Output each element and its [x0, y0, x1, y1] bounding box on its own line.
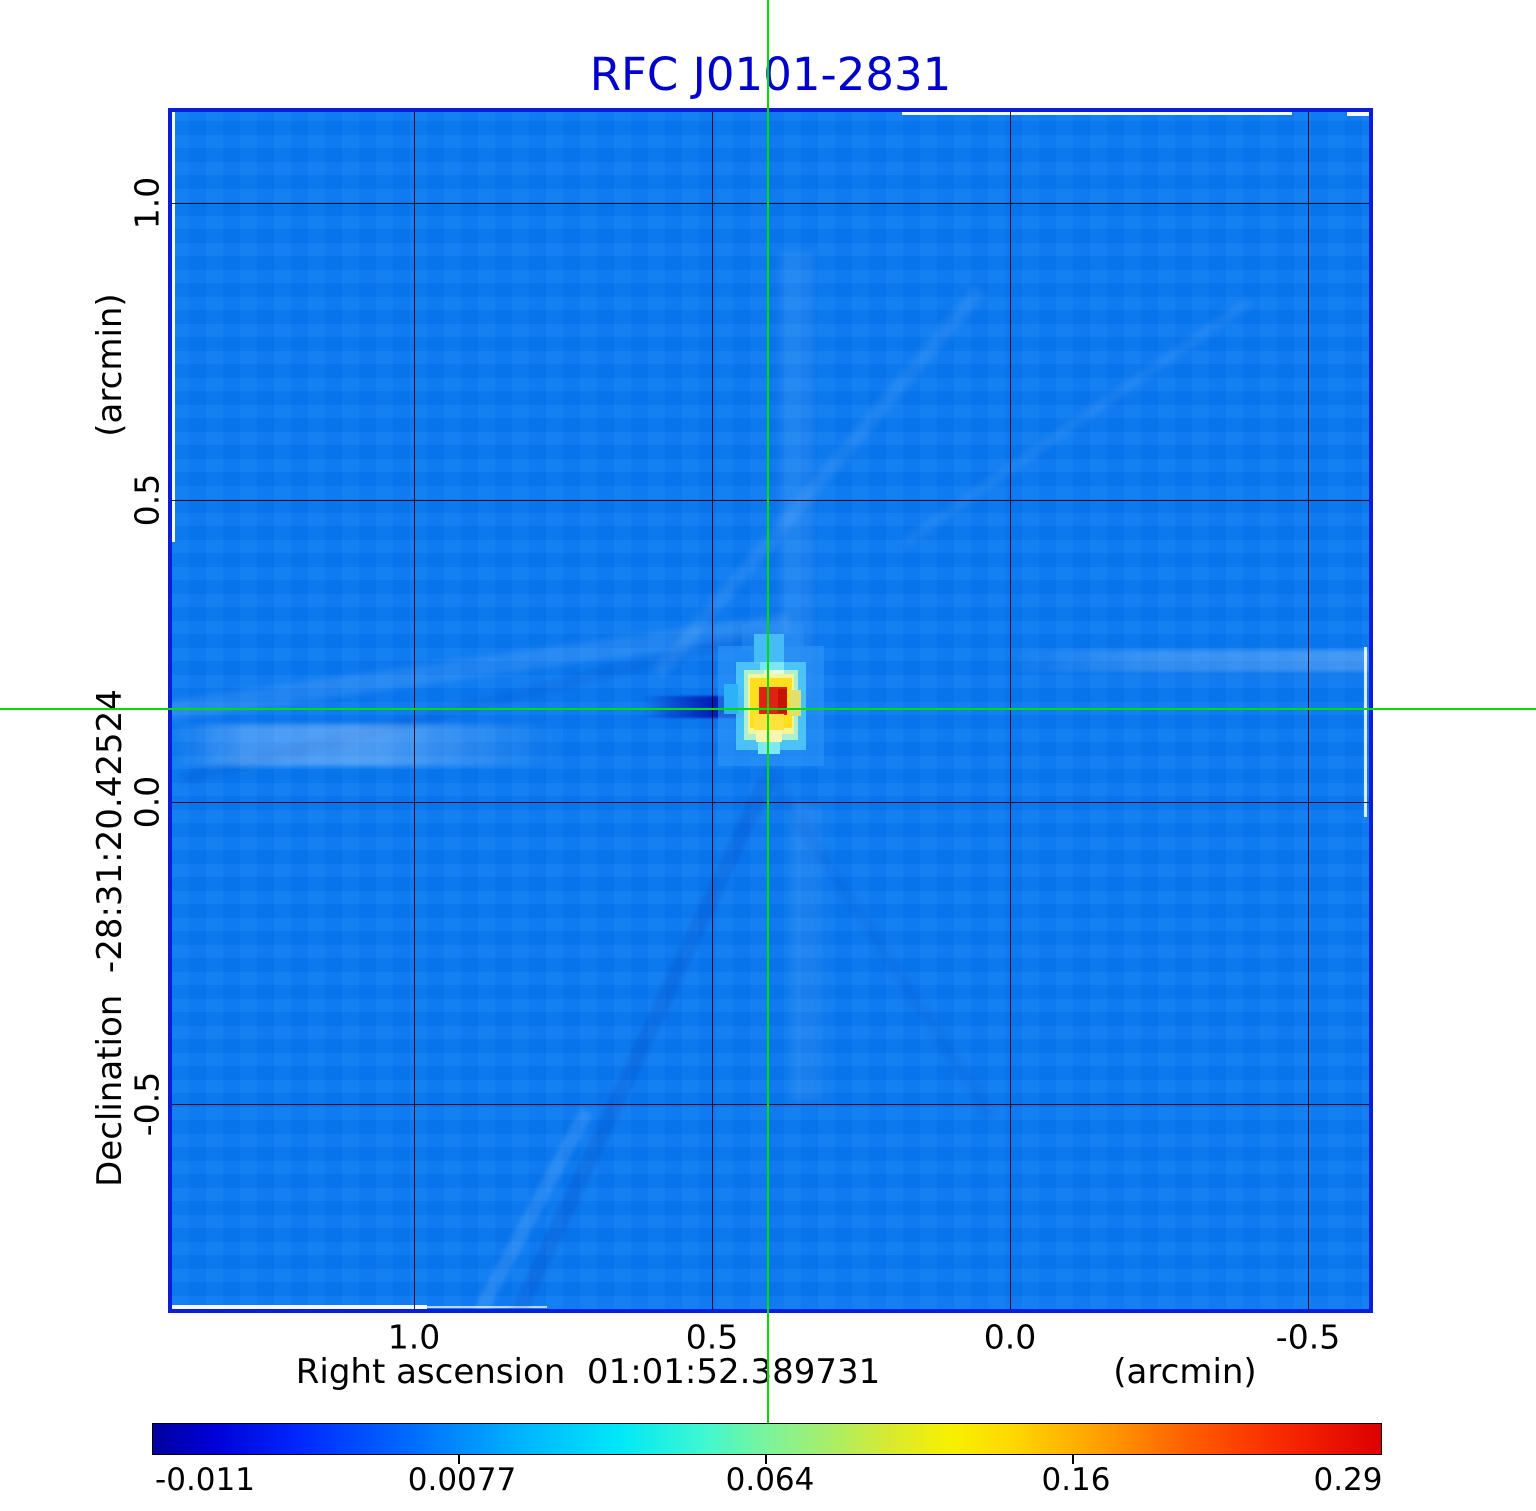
x-tick-label-1.0: 1.0: [387, 1317, 441, 1357]
gridline-vertical-1.0: [414, 112, 415, 1309]
image-plot-area: [168, 108, 1373, 1313]
edge-gap-left: [172, 112, 175, 542]
west-light-streak: [172, 724, 562, 766]
edge-gap-right: [1364, 647, 1367, 817]
edge-gap-bottom-2: [427, 1306, 547, 1308]
gridline-vertical--0.5: [1308, 112, 1309, 1309]
x-axis-name-label: Right ascension 01:01:52.389731: [295, 1352, 881, 1392]
y-tick-label-0.5: 0.5: [127, 473, 167, 527]
edge-gap-top-corner: [1347, 112, 1369, 116]
dirty-beam-ray-below-source-light: [792, 802, 820, 1102]
east-light-streak: [1002, 650, 1369, 672]
dirty-beam-ray-above-source: [780, 252, 814, 702]
gridline-horizontal-0.0: [172, 802, 1369, 803]
colorbar-label-max: 0.29: [1313, 1462, 1383, 1498]
y-tick-label--0.5: -0.5: [127, 1071, 167, 1137]
crosshair-vertical-line: [767, 0, 769, 1423]
y-tick-label-0.0: 0.0: [127, 775, 167, 829]
colorbar: [152, 1423, 1382, 1455]
colorbar-label-min: -0.011: [155, 1462, 255, 1498]
gridline-horizontal-0.5: [172, 500, 1369, 501]
x-axis-unit-label: (arcmin): [1113, 1352, 1257, 1392]
plot-title: RFC J0101-2831: [589, 48, 952, 101]
x-tick-label-0.5: 0.5: [685, 1317, 739, 1357]
colorbar-tick-2: [765, 1455, 767, 1464]
colorbar-tick-1: [458, 1455, 460, 1464]
colorbar-label-4: 0.16: [1041, 1462, 1111, 1498]
edge-gap-bottom: [172, 1305, 427, 1309]
y-axis-unit-label: (arcmin): [90, 293, 130, 437]
y-tick-label-1.0: 1.0: [127, 176, 167, 230]
colorbar-label-mid: 0.064: [725, 1462, 815, 1498]
x-tick-label--0.5: -0.5: [1275, 1317, 1341, 1357]
colorbar-tick-3: [1072, 1455, 1074, 1464]
colorbar-label-2: 0.0077: [407, 1462, 517, 1498]
gridline-horizontal--0.5: [172, 1104, 1369, 1105]
x-tick-label-0.0: 0.0: [983, 1317, 1037, 1357]
source-peak: [718, 624, 824, 766]
gridline-vertical-0.5: [712, 112, 713, 1309]
gridline-horizontal-1.0: [172, 203, 1369, 204]
edge-gap-top: [902, 112, 1292, 115]
gridline-vertical-0.0: [1010, 112, 1011, 1309]
y-axis-name-label: Declination -28:31:20.42524: [90, 689, 130, 1187]
